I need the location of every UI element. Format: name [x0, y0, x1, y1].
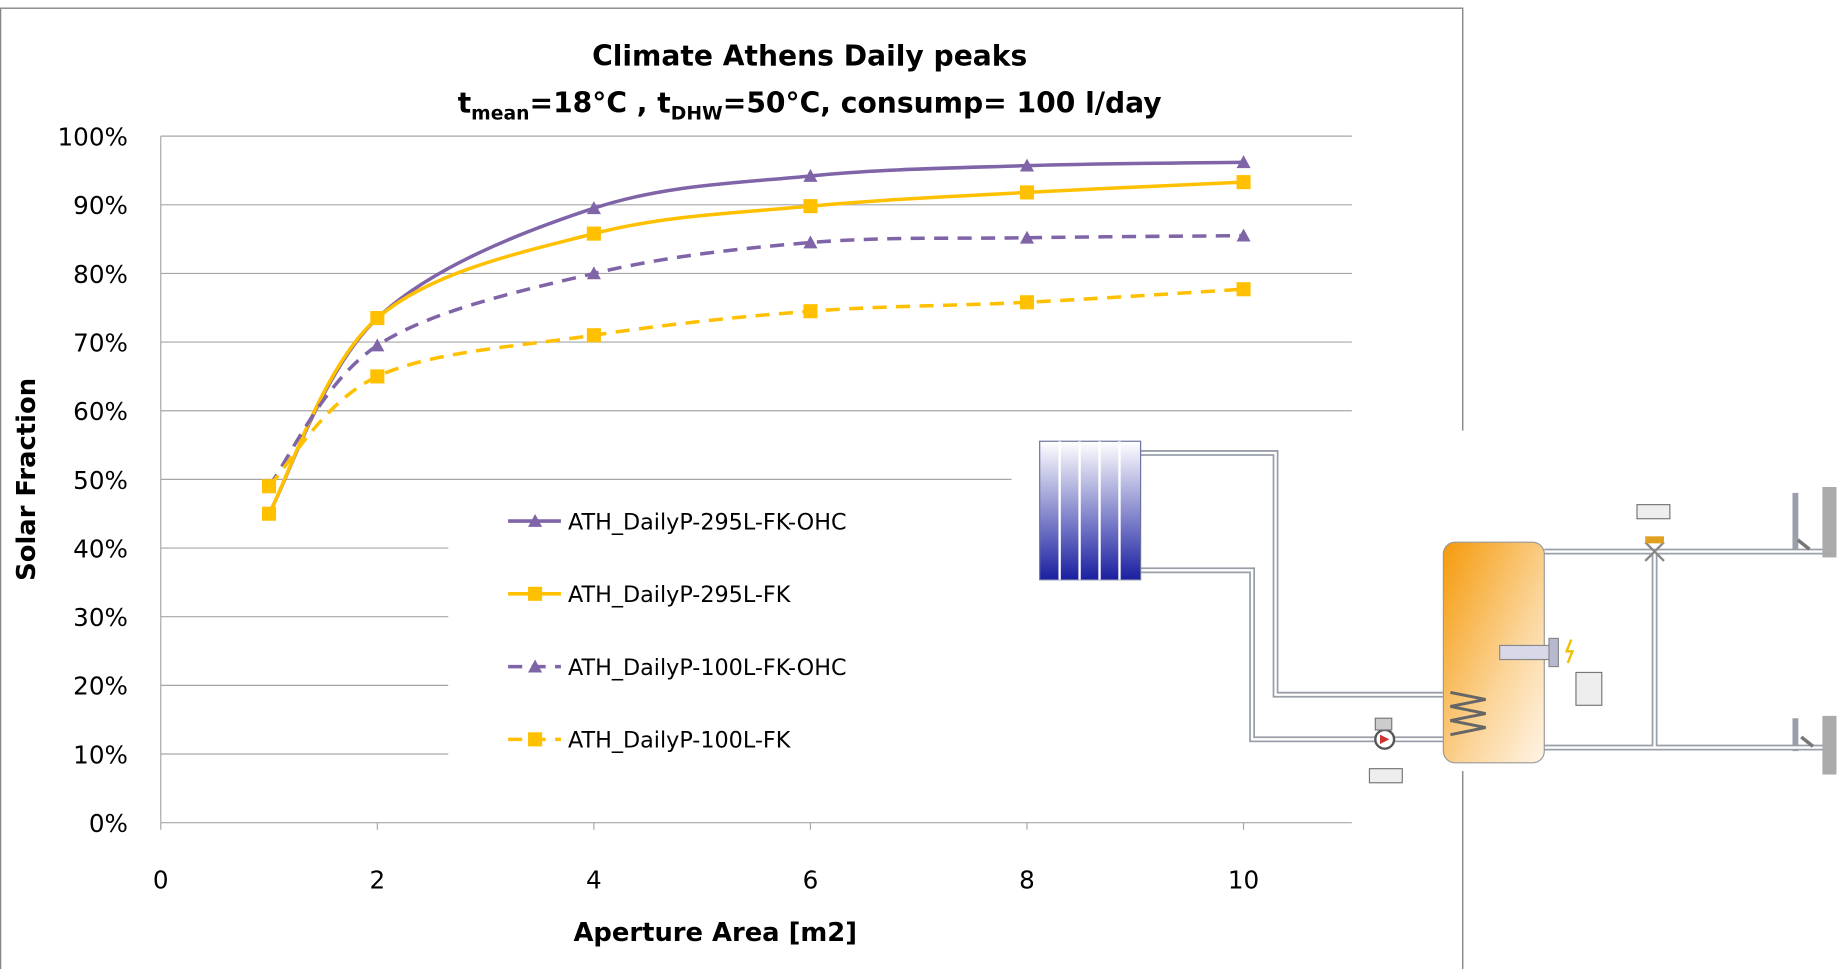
marker [1236, 175, 1251, 190]
pump-motor [1374, 717, 1393, 731]
taps [1796, 538, 1815, 748]
valve-head [1645, 536, 1664, 544]
legend-box [448, 490, 1030, 773]
marker [1236, 228, 1251, 242]
marker [803, 168, 818, 182]
subtitle-subscript: mean [471, 104, 529, 125]
y-tick-label: 40% [73, 534, 128, 563]
subtitle-subscript: DHW [671, 104, 723, 125]
heat-exchanger [1450, 690, 1486, 737]
electric-symbol [1564, 639, 1575, 664]
y-tick-label: 100% [58, 123, 128, 152]
marker [586, 201, 601, 215]
subtitle-text: =50°C, consump= 100 l/day [723, 87, 1162, 120]
heater-cap [1548, 637, 1559, 668]
marker [1019, 158, 1035, 172]
marker [528, 659, 543, 673]
x-tick-label: 10 [1228, 865, 1259, 894]
y-tick-label: 50% [73, 466, 128, 495]
y-tick-label: 0% [89, 809, 128, 838]
x-tick-label: 2 [369, 865, 385, 894]
chart-title: Climate Athens Daily peaks [592, 40, 1027, 73]
mixing-valve [1644, 541, 1665, 562]
marker [586, 266, 601, 280]
chart-subtitle: tmean=18°C , tDHW=50°C, consump= 100 l/d… [458, 87, 1162, 125]
marker [803, 304, 818, 319]
x-tick-label: 6 [803, 865, 819, 894]
x-axis-title: Aperture Area [m2] [573, 918, 857, 948]
marker [528, 732, 543, 747]
series-line [267, 180, 1244, 515]
collector-panels [1058, 441, 1121, 580]
heater [1499, 644, 1554, 661]
y-tick-label: 60% [73, 397, 128, 426]
wall [1822, 487, 1837, 558]
y-tick-label: 10% [73, 740, 128, 769]
legend-label: ATH_DailyP-100L-FK-OHC [568, 655, 847, 681]
legend-label: ATH_DailyP-295L-FK-OHC [568, 509, 847, 535]
marker [370, 338, 385, 352]
x-tick-label: 0 [153, 865, 169, 894]
x-tick-label: 8 [1019, 865, 1035, 894]
controller [1368, 768, 1403, 784]
subtitle-text: =18°C , t [529, 87, 670, 120]
marker [262, 506, 277, 521]
y-tick-label: 30% [73, 603, 128, 632]
marker [803, 235, 818, 249]
pump-arrow [1380, 734, 1390, 745]
marker [262, 479, 277, 494]
controller [1636, 504, 1671, 520]
schematic-panel [1011, 430, 1840, 772]
pipe-highlights [1140, 451, 1831, 749]
controller [1575, 671, 1603, 706]
legend: ATH_DailyP-295L-FK-OHC ATH_DailyP-295L-FK… [448, 490, 1030, 773]
y-axis-title: Solar Fraction [12, 378, 42, 581]
marker [1019, 185, 1035, 200]
marker [803, 199, 818, 214]
series-line [267, 233, 1244, 488]
marker [1019, 230, 1035, 244]
marker [1236, 155, 1251, 169]
marker [370, 311, 385, 326]
marker [370, 369, 385, 384]
legend-label: ATH_DailyP-100L-FK [568, 728, 792, 754]
system-schematic [1011, 430, 1840, 784]
marker [586, 328, 601, 343]
marker [1236, 282, 1251, 297]
y-tick-label: 90% [73, 191, 128, 220]
marker [528, 586, 543, 601]
plot-area: 0% 10% 20% 30% 40% 50% 60% 70% 80% 90% 100% 0 2 4 6 8 10… [12, 40, 1352, 948]
y-tick-label: 70% [73, 328, 128, 357]
collector [1039, 440, 1142, 581]
y-tick-label: 20% [73, 672, 128, 701]
y-tick-label: 80% [73, 260, 128, 289]
wall [1822, 715, 1837, 775]
marker [528, 514, 543, 527]
x-tick-label: 4 [586, 865, 602, 894]
marker [1019, 295, 1035, 310]
subtitle-text: t [458, 87, 471, 120]
legend-label: ATH_DailyP-295L-FK [568, 582, 792, 608]
marker [586, 226, 601, 241]
